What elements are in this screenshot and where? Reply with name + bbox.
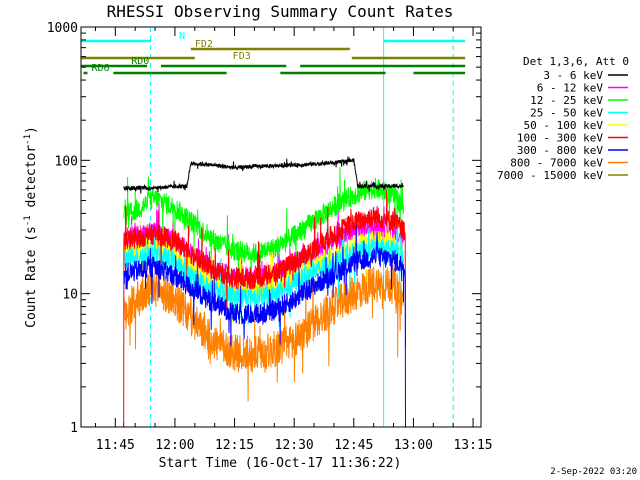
legend-label-6-12-kev: 6 - 12 keV — [537, 82, 604, 95]
plot-frame — [80, 26, 482, 428]
legend-label-800-7000-kev: 800 - 7000 keV — [510, 157, 603, 170]
series-line-300-800-kev — [123, 224, 406, 427]
series-line-800-7000-kev — [123, 254, 404, 402]
x-tick-label-12-15: 12:15 — [215, 438, 254, 453]
y-axis-label-sup1: -1 — [23, 215, 33, 226]
flag-label-n: N — [179, 31, 185, 42]
x-tick-label-12-45: 12:45 — [334, 438, 373, 453]
series-line-100-300-kev — [122, 189, 406, 427]
x-tick-label-12-30: 12:30 — [275, 438, 314, 453]
series-group — [81, 27, 454, 427]
y-tick-label-1: 1 — [70, 421, 78, 436]
legend-label-3-6-kev: 3 - 6 keV — [543, 69, 603, 82]
axes: 11:45 12:00 12:15 12:30 12:45 13:00 13:15 1 10 10… — [47, 21, 493, 453]
x-axis-label: Start Time (16-Oct-17 11:36:22) — [159, 456, 402, 471]
plot-area — [81, 27, 454, 427]
legend-label-100-300-kev: 100 - 300 keV — [517, 132, 603, 145]
y-axis-label: Count Rate (s-1 detector-1) — [23, 126, 39, 328]
flag-label-rd6: RD6 — [91, 63, 109, 74]
legend-label-50-100-kev: 50 - 100 keV — [524, 119, 604, 132]
chart-title: RHESSI Observing Summary Count Rates — [107, 2, 454, 21]
y-tick-label-1000: 1000 — [47, 21, 78, 36]
series-line-12-25-kev — [123, 167, 404, 280]
legend-label-300-800-kev: 300 - 800 keV — [517, 144, 603, 157]
timestamp: 2-Sep-2022 03:20 — [550, 467, 637, 477]
x-tick-label-13-15: 13:15 — [453, 438, 492, 453]
legend-label-25-50-kev: 25 - 50 keV — [530, 107, 603, 120]
flag-bars: N FD2 FD3 RD0 RD6 — [81, 31, 466, 75]
legend-label-7000-15000-kev: 7000 - 15000 keV — [497, 169, 603, 182]
x-tick-label-12-00: 12:00 — [155, 438, 194, 453]
flag-label-fd3: FD3 — [233, 51, 251, 62]
y-axis-label-mid: detector — [24, 145, 39, 216]
y-axis-label-end: ) — [24, 126, 39, 134]
x-tick-label-13-00: 13:00 — [394, 438, 433, 453]
legend-label-12-25-kev: 12 - 25 keV — [530, 94, 603, 107]
y-axis-label-main: Count Rate (s — [24, 226, 39, 328]
y-axis-label-sup2: -1 — [23, 134, 33, 145]
x-tick-label-11-45: 11:45 — [96, 438, 135, 453]
y-tick-label-10: 10 — [62, 288, 78, 303]
series-line-3-6-kev — [123, 156, 404, 194]
flag-label-fd2: FD2 — [195, 39, 213, 50]
y-tick-label-100: 100 — [55, 154, 78, 169]
flag-label-rd0: RD0 — [131, 56, 149, 67]
legend-title: Det 1,3,6, Att 0 — [523, 55, 629, 68]
